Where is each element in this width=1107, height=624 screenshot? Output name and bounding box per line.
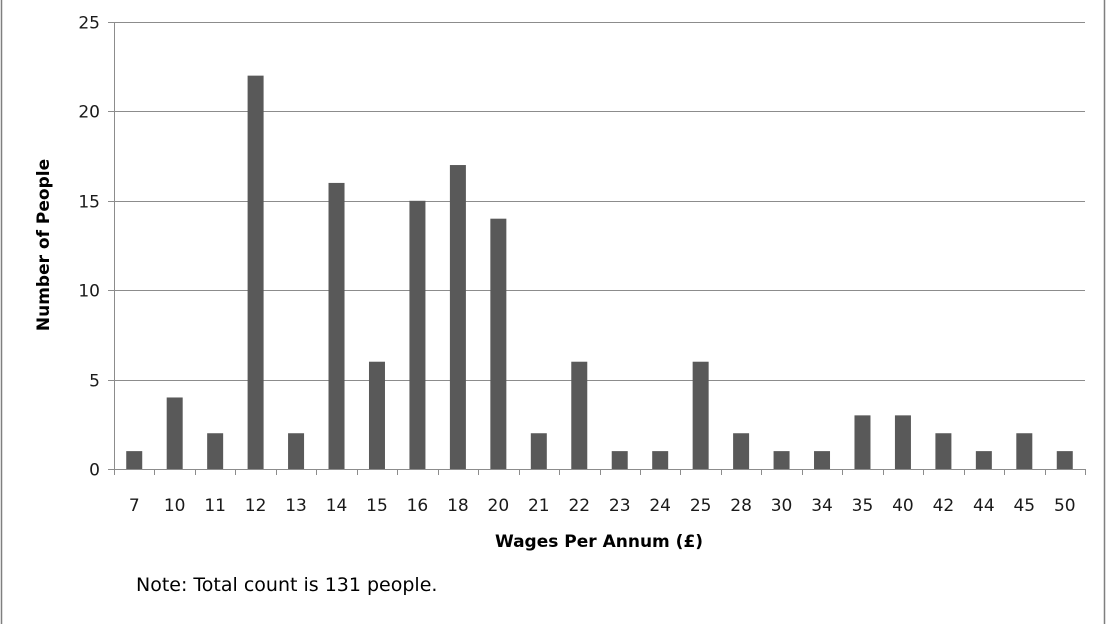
bar	[409, 200, 426, 470]
x-tick-label: 10	[164, 496, 186, 516]
x-tick-label: 20	[488, 496, 510, 516]
bar	[571, 361, 588, 469]
x-tick-label: 12	[245, 496, 267, 516]
bar	[328, 182, 345, 470]
bars	[126, 75, 1073, 470]
chart-note: Note: Total count is 131 people.	[136, 574, 437, 596]
y-tick-label: 25	[78, 14, 100, 34]
bar	[490, 218, 507, 469]
x-tick-label: 23	[609, 496, 631, 516]
y-tick-label: 5	[89, 372, 100, 392]
x-tick-label: 45	[1013, 496, 1035, 516]
bar	[449, 165, 466, 470]
x-tick-label: 30	[771, 496, 793, 516]
x-tick-label: 16	[407, 496, 429, 516]
bar	[368, 361, 385, 469]
bar	[530, 433, 547, 469]
x-tick-label: 40	[892, 496, 914, 516]
x-tick-label: 24	[649, 496, 671, 516]
x-tick-labels: 7 10 11 12 13 14 15 16 18 20 21 22 23 24 25 28 30 34 35 40 4…	[129, 496, 1076, 516]
bar	[207, 433, 224, 469]
x-tick-label: 11	[204, 496, 226, 516]
x-tick-label: 13	[285, 496, 307, 516]
x-tick-label: 50	[1054, 496, 1076, 516]
axes	[108, 22, 1086, 475]
bar	[611, 451, 628, 469]
bar	[814, 451, 831, 469]
bar	[126, 451, 143, 469]
bar	[733, 433, 750, 469]
bar	[288, 433, 305, 469]
x-tick-label: 25	[690, 496, 712, 516]
bar	[935, 433, 952, 469]
bar	[652, 451, 669, 469]
x-tick-label: 22	[568, 496, 590, 516]
y-tick-label: 15	[78, 193, 100, 213]
x-tick-label: 28	[730, 496, 752, 516]
y-tick-label: 20	[78, 103, 100, 123]
x-tick-label: 18	[447, 496, 469, 516]
x-tick-label: 7	[129, 496, 140, 516]
bar	[773, 451, 790, 469]
bar	[975, 451, 992, 469]
x-tick-label: 35	[852, 496, 874, 516]
x-tick-label: 21	[528, 496, 550, 516]
bar	[1016, 433, 1033, 469]
x-axis-title: Wages Per Annum (£)	[495, 532, 703, 552]
bar	[1056, 451, 1073, 469]
y-tick-label: 10	[78, 282, 100, 302]
x-tick-label: 14	[326, 496, 348, 516]
x-tick-label: 44	[973, 496, 995, 516]
x-tick-label: 42	[933, 496, 955, 516]
y-axis-title: Number of People	[34, 159, 54, 331]
bar	[854, 415, 871, 469]
bar	[247, 75, 264, 469]
y-tick-labels: 0 5 10 15 20 25	[78, 14, 100, 481]
bar	[894, 415, 911, 469]
y-tick-label: 0	[89, 461, 100, 481]
bar	[166, 397, 183, 469]
bar	[692, 361, 709, 469]
x-tick-label: 34	[811, 496, 833, 516]
x-tick-label: 15	[366, 496, 388, 516]
gridlines	[114, 22, 1085, 381]
